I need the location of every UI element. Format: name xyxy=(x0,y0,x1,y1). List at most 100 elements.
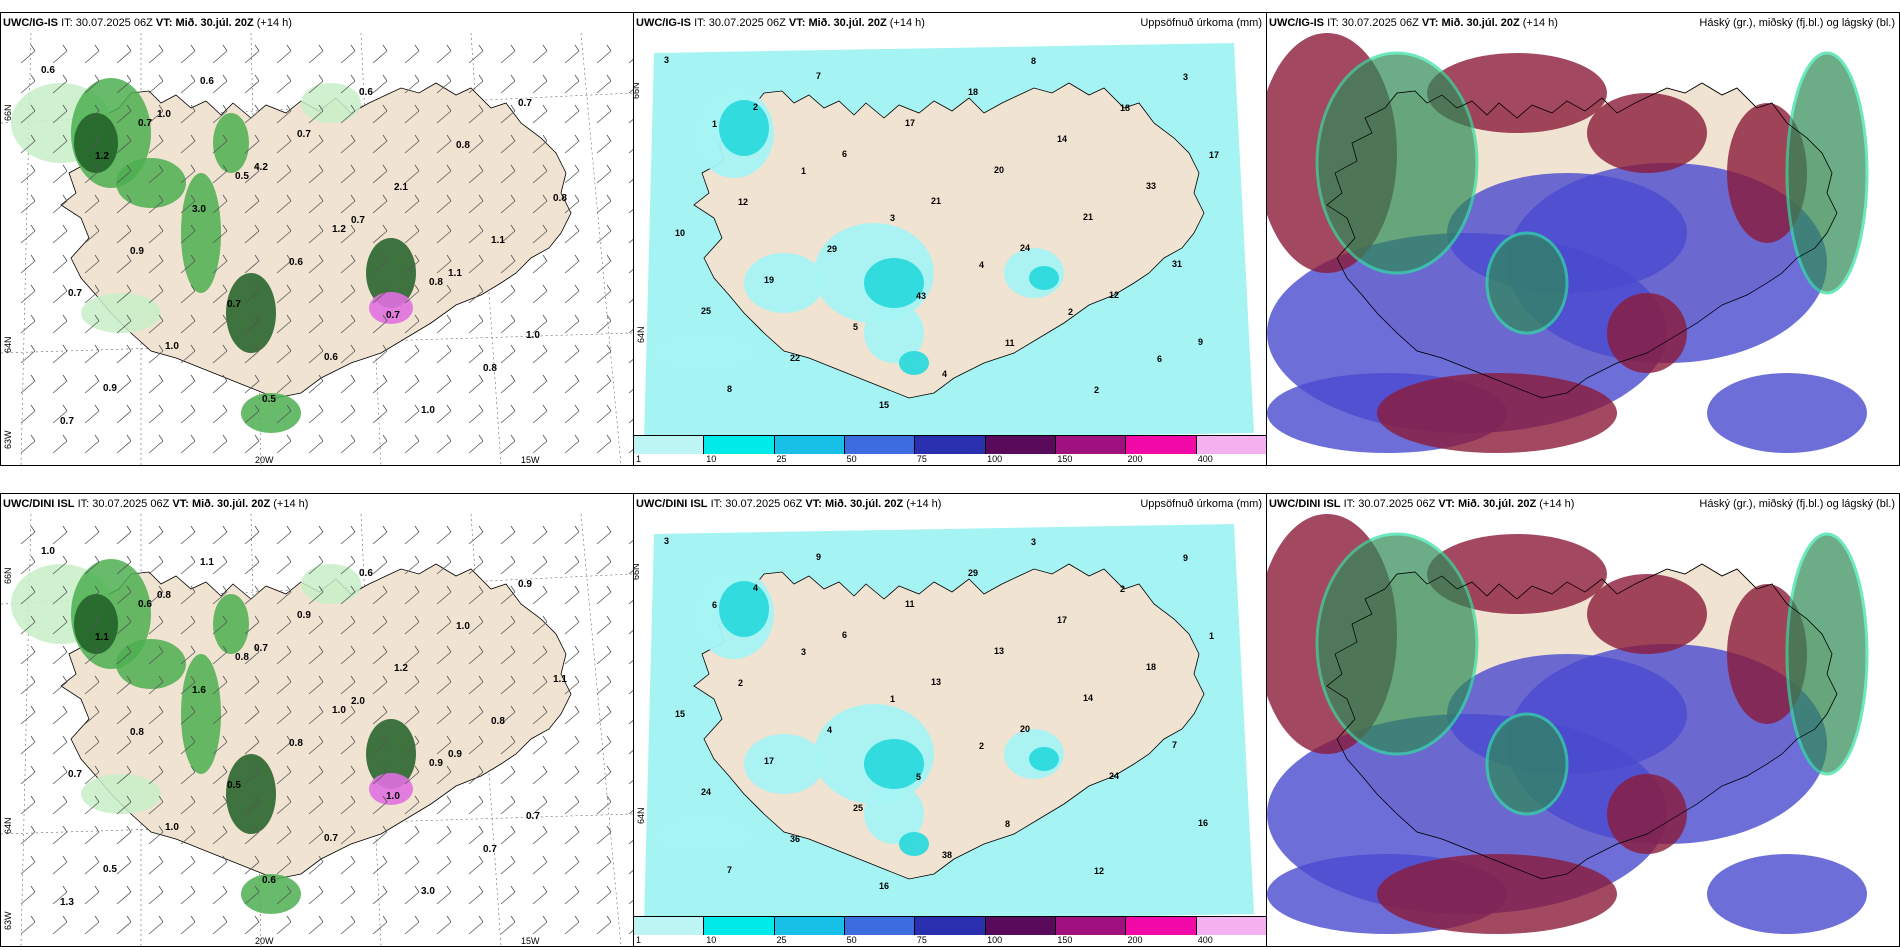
colorbar-segment xyxy=(1055,917,1127,935)
wind-barb xyxy=(532,314,548,334)
wind-barb-feather xyxy=(574,104,580,112)
wind-barb xyxy=(404,675,420,695)
wind-barb xyxy=(628,900,633,905)
wind-barb xyxy=(276,525,292,545)
wind-barb-feather xyxy=(62,555,68,563)
wind-barb-feather xyxy=(382,825,388,833)
colorbar-tick-label: 200 xyxy=(1127,935,1143,945)
wind-barb-staff xyxy=(404,230,420,244)
wind-barb-staff xyxy=(244,380,260,394)
wind-barb-feather xyxy=(286,194,292,202)
wind-barb xyxy=(564,224,580,244)
wind-barb xyxy=(276,555,292,575)
wind-barb-staff xyxy=(244,410,260,424)
wind-barb-feather xyxy=(382,344,388,352)
wind-barb xyxy=(500,825,516,845)
wind-barb-staff xyxy=(468,561,484,575)
wind-barb xyxy=(372,525,388,545)
wind-barb xyxy=(500,374,516,394)
precip-area xyxy=(301,564,361,604)
wind-barb-staff xyxy=(276,561,292,575)
precip-value-label: 0.9 xyxy=(448,749,462,760)
wind-barb-staff xyxy=(116,260,132,274)
wind-barb xyxy=(212,525,228,545)
wind-barb-feather xyxy=(414,705,420,713)
wind-barb xyxy=(52,825,68,845)
wind-barb xyxy=(404,795,420,815)
wind-barb-staff xyxy=(436,80,452,94)
wind-barb xyxy=(596,735,612,755)
wind-barb xyxy=(308,885,324,905)
wind-barb-feather xyxy=(254,585,260,593)
wind-barb-staff xyxy=(308,531,324,545)
wind-barb-staff xyxy=(436,921,452,935)
wind-barb-feather xyxy=(94,885,100,893)
wind-barb-feather xyxy=(190,525,196,533)
vt-label: VT: xyxy=(788,17,806,29)
wind-barb-feather xyxy=(382,645,388,653)
it-label: IT: xyxy=(1343,498,1356,510)
wind-barb xyxy=(148,44,164,64)
wind-barb-feather xyxy=(158,374,164,382)
colorbar-tick-label: 400 xyxy=(1197,935,1213,945)
wind-barb-staff xyxy=(596,531,612,545)
wind-barb xyxy=(148,164,164,184)
wind-barb-feather xyxy=(126,645,132,653)
high-cloud-area xyxy=(1315,532,1479,756)
wind-barb xyxy=(532,404,548,424)
wind-barb xyxy=(596,194,612,214)
wind-barb xyxy=(404,915,420,935)
wind-barb-staff xyxy=(564,591,580,605)
precip-value-label: 1.0 xyxy=(386,791,400,802)
wind-barb xyxy=(180,404,196,424)
wind-barb-staff xyxy=(308,741,324,755)
wind-barb-staff xyxy=(436,831,452,845)
wind-barb-staff xyxy=(500,921,516,935)
wind-barb-staff xyxy=(372,801,388,815)
wind-barb xyxy=(596,164,612,184)
wind-barb xyxy=(276,585,292,605)
wind-barb xyxy=(244,404,260,424)
accum-value-label: 25 xyxy=(853,803,863,813)
wind-barb xyxy=(372,44,388,64)
wind-barb xyxy=(180,344,196,364)
wind-barb-staff xyxy=(596,771,612,785)
wind-barb xyxy=(340,344,356,364)
wind-barb-feather xyxy=(574,825,580,833)
wind-barb-staff xyxy=(212,741,228,755)
wind-barb-staff xyxy=(404,891,420,905)
wind-barb-staff xyxy=(212,140,228,154)
wind-barb xyxy=(436,314,452,334)
wind-barb-staff xyxy=(20,290,36,304)
wind-barb xyxy=(116,765,132,785)
wind-barb-feather xyxy=(126,104,132,112)
wind-barb xyxy=(84,134,100,154)
wind-barb-feather xyxy=(126,795,132,803)
wind-barb xyxy=(244,284,260,304)
wind-barb-feather xyxy=(510,164,516,172)
wind-barb-staff xyxy=(212,230,228,244)
wind-barb-staff xyxy=(84,771,100,785)
wind-barb-staff xyxy=(20,170,36,184)
wind-barb xyxy=(436,615,452,635)
wind-barb xyxy=(212,795,228,815)
wind-barb-feather xyxy=(478,74,484,82)
wind-barb-staff xyxy=(372,651,388,665)
wind-barb-feather xyxy=(510,795,516,803)
wind-barb-feather xyxy=(350,675,356,683)
wind-barb-staff xyxy=(500,741,516,755)
wind-barb-staff xyxy=(404,140,420,154)
wind-barb-feather xyxy=(254,555,260,563)
wind-barb-feather xyxy=(350,705,356,713)
wind-barb xyxy=(340,224,356,244)
accum-value-label: 9 xyxy=(816,552,821,562)
accum-value-label: 3 xyxy=(664,536,669,546)
wind-barb-staff xyxy=(180,831,196,845)
lon-label: 15W xyxy=(521,936,540,946)
iceland-coastline xyxy=(1326,563,1838,880)
wind-barb-feather xyxy=(446,885,452,893)
wind-barb xyxy=(308,615,324,635)
wind-barb-feather xyxy=(222,555,228,563)
wind-barb-feather xyxy=(414,855,420,863)
wind-barb xyxy=(212,615,228,635)
